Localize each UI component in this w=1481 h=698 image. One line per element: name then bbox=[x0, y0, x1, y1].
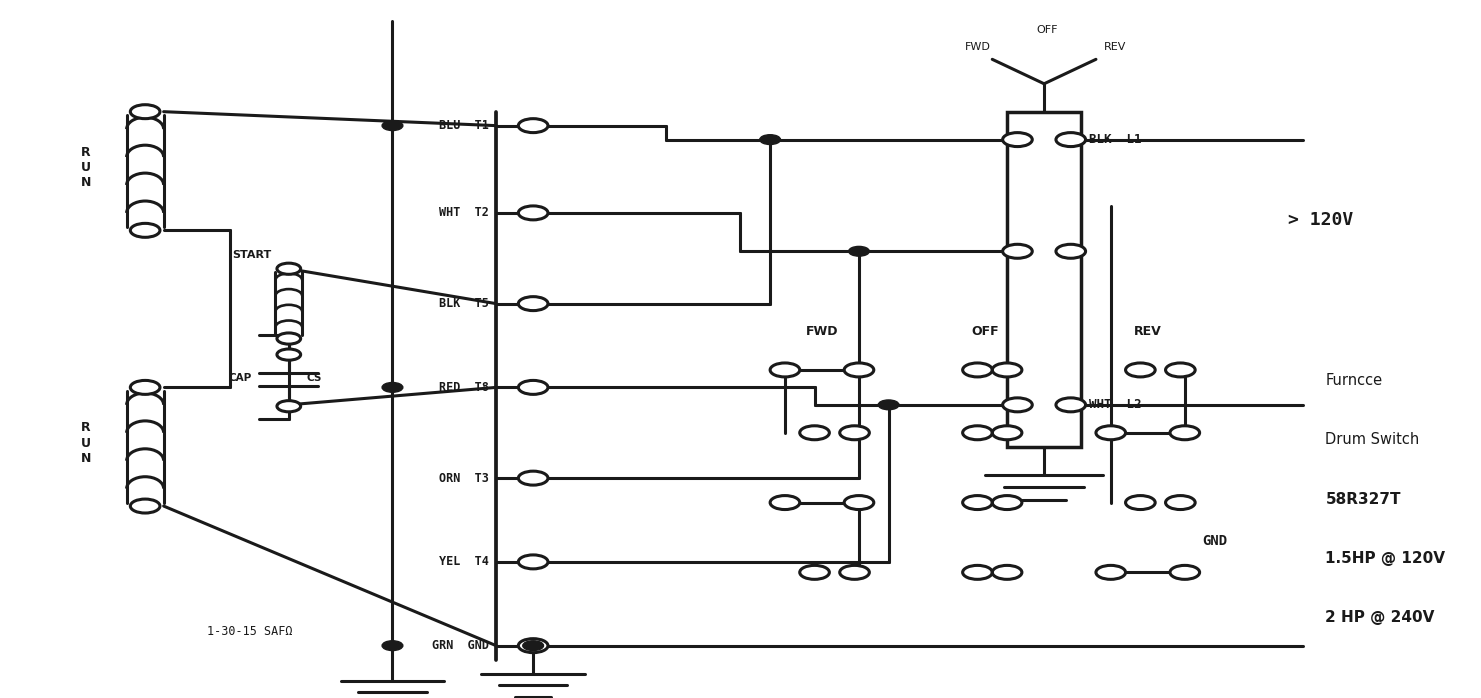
Circle shape bbox=[963, 363, 992, 377]
Text: Furncce: Furncce bbox=[1325, 373, 1383, 388]
Circle shape bbox=[963, 496, 992, 510]
Circle shape bbox=[844, 496, 874, 510]
Circle shape bbox=[277, 333, 301, 344]
Circle shape bbox=[1166, 496, 1195, 510]
Text: BLK  L1: BLK L1 bbox=[1089, 133, 1140, 146]
Circle shape bbox=[844, 363, 874, 377]
Circle shape bbox=[518, 555, 548, 569]
Text: RED  T8: RED T8 bbox=[438, 381, 489, 394]
Circle shape bbox=[130, 105, 160, 119]
Circle shape bbox=[130, 499, 160, 513]
Circle shape bbox=[992, 565, 1022, 579]
Circle shape bbox=[1056, 244, 1086, 258]
Text: R: R bbox=[81, 422, 90, 434]
Circle shape bbox=[518, 639, 548, 653]
Circle shape bbox=[277, 401, 301, 412]
Circle shape bbox=[130, 223, 160, 237]
Circle shape bbox=[1003, 133, 1032, 147]
Circle shape bbox=[849, 246, 869, 256]
Text: 1-30-15 SAFΩ: 1-30-15 SAFΩ bbox=[207, 625, 293, 638]
Circle shape bbox=[1096, 426, 1126, 440]
Circle shape bbox=[130, 380, 160, 394]
Circle shape bbox=[382, 383, 403, 392]
Text: YEL  T4: YEL T4 bbox=[438, 556, 489, 568]
Circle shape bbox=[523, 641, 544, 651]
Text: FWD: FWD bbox=[964, 43, 991, 52]
Circle shape bbox=[770, 363, 800, 377]
Circle shape bbox=[1056, 398, 1086, 412]
Text: BLK  T5: BLK T5 bbox=[438, 297, 489, 310]
Circle shape bbox=[1096, 565, 1126, 579]
Circle shape bbox=[518, 119, 548, 133]
Circle shape bbox=[1003, 244, 1032, 258]
Circle shape bbox=[963, 565, 992, 579]
Text: Drum Switch: Drum Switch bbox=[1325, 432, 1420, 447]
Bar bbox=[1007, 112, 1081, 447]
Circle shape bbox=[1126, 496, 1155, 510]
Circle shape bbox=[382, 121, 403, 131]
Text: CAP: CAP bbox=[228, 373, 252, 383]
Circle shape bbox=[992, 496, 1022, 510]
Circle shape bbox=[1166, 363, 1195, 377]
Text: WHT  T2: WHT T2 bbox=[438, 207, 489, 219]
Text: REV: REV bbox=[1134, 325, 1161, 338]
Text: WHT  L2: WHT L2 bbox=[1089, 399, 1140, 411]
Circle shape bbox=[963, 426, 992, 440]
Text: OFF: OFF bbox=[1037, 25, 1057, 35]
Text: R: R bbox=[81, 146, 90, 158]
Circle shape bbox=[992, 426, 1022, 440]
Circle shape bbox=[518, 380, 548, 394]
Circle shape bbox=[840, 426, 869, 440]
Circle shape bbox=[518, 471, 548, 485]
Text: 1.5HP @ 120V: 1.5HP @ 120V bbox=[1325, 551, 1445, 566]
Circle shape bbox=[518, 206, 548, 220]
Text: 58R327T: 58R327T bbox=[1325, 491, 1401, 507]
Circle shape bbox=[1170, 565, 1200, 579]
Circle shape bbox=[1056, 133, 1086, 147]
Circle shape bbox=[800, 426, 829, 440]
Circle shape bbox=[992, 363, 1022, 377]
Circle shape bbox=[770, 496, 800, 510]
Text: U: U bbox=[81, 437, 90, 450]
Circle shape bbox=[840, 565, 869, 579]
Text: FWD: FWD bbox=[806, 325, 838, 338]
Text: 2 HP @ 240V: 2 HP @ 240V bbox=[1325, 610, 1435, 625]
Text: ORN  T3: ORN T3 bbox=[438, 472, 489, 484]
Text: N: N bbox=[80, 452, 92, 465]
Circle shape bbox=[382, 641, 403, 651]
Circle shape bbox=[277, 349, 301, 360]
Circle shape bbox=[1003, 398, 1032, 412]
Circle shape bbox=[760, 135, 780, 144]
Text: U: U bbox=[81, 161, 90, 174]
Text: OFF: OFF bbox=[972, 325, 998, 338]
Text: GND: GND bbox=[1203, 534, 1226, 548]
Circle shape bbox=[878, 400, 899, 410]
Text: > 120V: > 120V bbox=[1288, 211, 1354, 229]
Circle shape bbox=[1126, 363, 1155, 377]
Text: N: N bbox=[80, 177, 92, 189]
Text: START: START bbox=[233, 251, 271, 260]
Circle shape bbox=[518, 297, 548, 311]
Text: CS: CS bbox=[307, 373, 321, 383]
Circle shape bbox=[277, 263, 301, 274]
Text: REV: REV bbox=[1103, 43, 1127, 52]
Text: BLU  T1: BLU T1 bbox=[438, 119, 489, 132]
Text: GRN  GND: GRN GND bbox=[432, 639, 489, 652]
Circle shape bbox=[1170, 426, 1200, 440]
Circle shape bbox=[800, 565, 829, 579]
